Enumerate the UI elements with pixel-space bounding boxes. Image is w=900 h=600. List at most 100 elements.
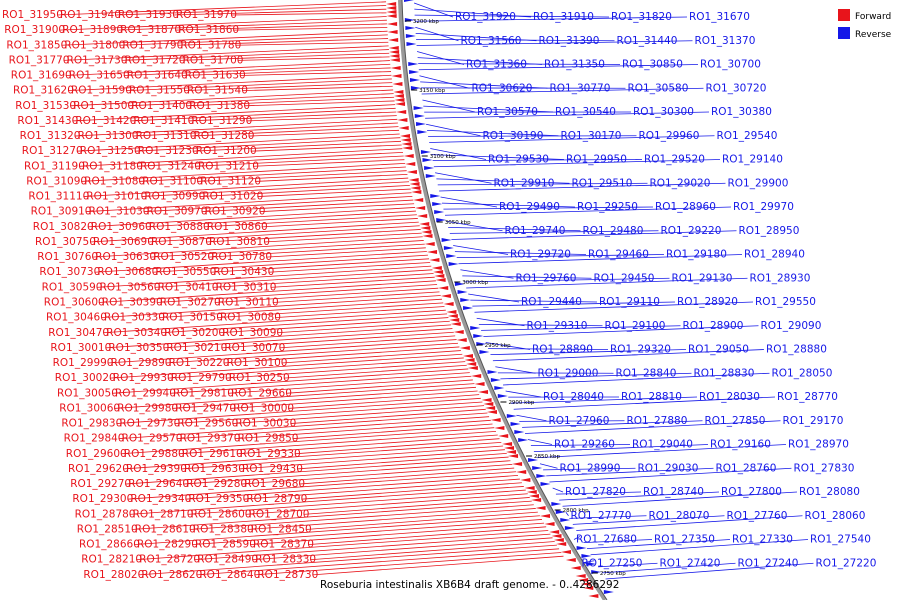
forward-gene-label: RO1_31730 (67, 54, 128, 66)
forward-gene-label: RO1_30330 (104, 312, 165, 324)
reverse-gene-arrow (420, 150, 431, 154)
forward-gene-label: RO1_30820 (33, 221, 94, 233)
genome-title: Roseburia intestinalis XB6B4 draft genom… (320, 579, 619, 591)
forward-gene-arrow (408, 178, 419, 182)
forward-connector (239, 71, 392, 76)
reverse-gene-label: RO1_28890 (532, 344, 593, 356)
reverse-gene-arrow (436, 218, 447, 222)
reverse-gene-label: RO1_28770 (777, 391, 838, 403)
reverse-connector (451, 230, 737, 240)
forward-connector (138, 544, 557, 576)
forward-gene-label: RO1_30550 (155, 266, 216, 278)
forward-connector (156, 284, 438, 303)
forward-gene-label: RO1_31940 (60, 9, 121, 21)
reverse-gene-arrow (409, 78, 420, 82)
reverse-gene-arrow (454, 282, 465, 286)
forward-connector (290, 408, 486, 424)
forward-gene-label: RO1_30200 (164, 327, 225, 339)
reverse-gene-label: RO1_29720 (510, 249, 571, 261)
reverse-connector (433, 159, 721, 168)
reverse-gene-label: RO1_28960 (655, 201, 716, 213)
reverse-gene-label: RO1_30580 (628, 82, 689, 94)
reverse-gene-label: RO1_31820 (611, 11, 672, 23)
forward-connector (63, 45, 389, 61)
reverse-gene-label: RO1_29450 (594, 272, 655, 284)
reverse-connector (427, 129, 559, 137)
reverse-connector (415, 26, 459, 42)
forward-connector (103, 309, 446, 334)
forward-connector (196, 548, 560, 576)
reverse-gene-label: RO1_30380 (711, 106, 772, 118)
forward-gene-label: RO1_28510 (77, 523, 138, 535)
reverse-connector (481, 325, 681, 331)
reverse-connector (485, 342, 531, 350)
forward-gene-label: RO1_31190 (24, 160, 85, 172)
forward-connector (255, 173, 408, 182)
forward-gene-arrow (535, 506, 546, 510)
forward-connector (98, 280, 436, 303)
forward-gene-label: RO1_31250 (80, 145, 141, 157)
forward-connector (121, 49, 389, 61)
reverse-gene-label: RO1_30700 (700, 59, 761, 71)
forward-gene-arrow (553, 538, 564, 542)
forward-gene-label: RO1_31620 (13, 85, 74, 97)
forward-connector (92, 236, 423, 258)
forward-gene-arrow (435, 278, 446, 282)
forward-gene-arrow (409, 182, 420, 186)
forward-connector (120, 427, 495, 455)
forward-connector (87, 207, 416, 228)
reverse-connector (559, 491, 720, 501)
reverse-connector (420, 81, 548, 89)
reverse-connector (417, 57, 543, 65)
forward-gene-label: RO1_31900 (4, 24, 65, 36)
reverse-gene-arrow (417, 130, 428, 134)
reverse-gene-label: RO1_30770 (550, 82, 611, 94)
forward-gene-label: RO1_28380 (193, 523, 254, 535)
forward-gene-arrow (485, 406, 496, 410)
forward-gene-label: RO1_31780 (180, 39, 241, 51)
forward-gene-arrow (438, 286, 449, 290)
gene-features (386, 0, 614, 598)
reverse-connector (414, 14, 610, 18)
reverse-connector (425, 123, 481, 137)
forward-connector (56, 1, 387, 16)
forward-gene-label: RO1_31120 (200, 175, 261, 187)
forward-gene-label: RO1_29660 (231, 387, 292, 399)
forward-gene-label: RO1_31700 (183, 54, 244, 66)
forward-gene-arrow (400, 138, 411, 142)
reverse-connector (572, 515, 725, 525)
forward-connector (111, 368, 469, 394)
reverse-gene-arrow (603, 590, 614, 594)
forward-connector (274, 306, 445, 319)
forward-gene-label: RO1_28450 (251, 523, 312, 535)
reverse-gene-arrow (405, 34, 416, 38)
forward-gene-label: RO1_31290 (191, 115, 252, 127)
forward-gene-arrow (531, 498, 542, 502)
reverse-connector (478, 323, 603, 327)
forward-gene-arrow (389, 58, 400, 62)
reverse-connector (464, 277, 670, 283)
forward-gene-label: RO1_31430 (17, 115, 78, 127)
forward-gene-label: RO1_30080 (220, 312, 281, 324)
reverse-gene-arrow (448, 262, 459, 266)
reverse-connector (435, 172, 492, 184)
reverse-gene-label: RO1_28950 (739, 225, 800, 237)
forward-gene-label: RO1_30810 (209, 236, 270, 248)
forward-gene-arrow (502, 442, 513, 446)
forward-connector (227, 375, 472, 394)
kbp-tick-label: 3150 kbp (419, 88, 445, 94)
forward-gene-label: RO1_30960 (91, 221, 152, 233)
forward-gene-arrow (549, 530, 560, 534)
reverse-connector (416, 40, 693, 46)
forward-gene-label: RO1_30340 (106, 327, 167, 339)
forward-gene-label: RO1_29990 (53, 357, 114, 369)
kbp-tick-label: 2800 kbp (563, 508, 589, 514)
forward-gene-label: RO1_31550 (129, 85, 190, 97)
reverse-gene-label: RO1_29130 (672, 272, 733, 284)
kbp-tick-label: 2750 kbp (600, 571, 626, 577)
forward-gene-label: RO1_31970 (176, 9, 237, 21)
forward-gene-arrow (446, 310, 457, 314)
reverse-connector (419, 75, 470, 89)
forward-gene-label: RO1_31230 (138, 145, 199, 157)
forward-gene-arrow (388, 38, 399, 42)
